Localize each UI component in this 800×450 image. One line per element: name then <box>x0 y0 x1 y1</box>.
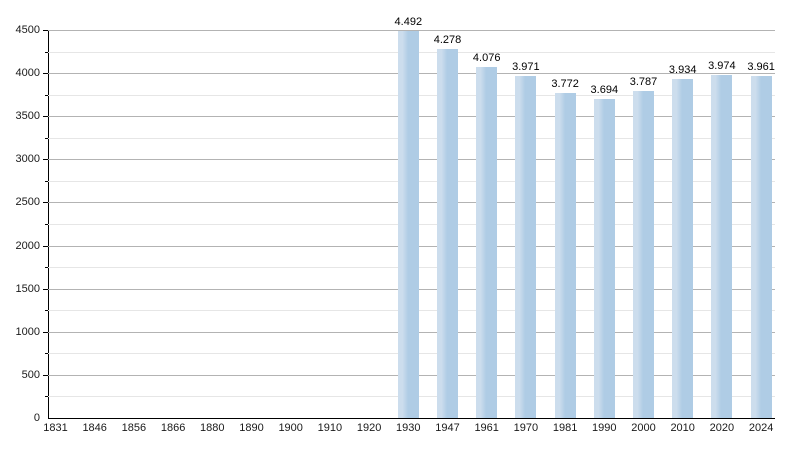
bar-value-label: 4.492 <box>394 16 423 28</box>
y-axis-tick <box>43 73 48 74</box>
y-axis-tick-label: 3500 <box>15 110 40 122</box>
y-axis-tick <box>45 310 48 311</box>
bar-2020 <box>711 75 733 418</box>
x-axis-tick-label: 1880 <box>200 422 225 434</box>
y-axis-tick-label: 2000 <box>15 240 40 252</box>
bar-1961 <box>476 67 498 418</box>
bar-2024 <box>750 76 772 418</box>
x-axis-tick-label: 2000 <box>631 422 656 434</box>
bar-1947 <box>437 49 458 418</box>
bar-value-label: 3.961 <box>747 61 775 73</box>
x-axis-tick-label: 1961 <box>474 422 499 434</box>
bar-value-label: 3.974 <box>708 60 736 72</box>
bar-1990 <box>593 99 615 418</box>
y-axis-tick <box>45 181 48 182</box>
bar-1930 <box>397 31 419 418</box>
x-axis-tick-label: 1856 <box>121 422 147 434</box>
y-axis-tick <box>45 95 48 96</box>
x-axis-tick-label: 1930 <box>396 422 421 434</box>
x-axis-tick-label: 1970 <box>513 422 539 434</box>
y-axis-tick <box>45 353 48 354</box>
y-axis-tick-label: 4000 <box>15 67 40 79</box>
gridline-major <box>48 30 775 31</box>
x-axis-tick-label: 2020 <box>709 422 735 434</box>
y-axis-tick <box>45 52 48 53</box>
x-axis-tick-label: 1981 <box>552 422 578 434</box>
bar-2000 <box>633 91 654 418</box>
bar-value-label: 4.076 <box>472 52 501 64</box>
bar-value-label: 3.694 <box>590 84 619 96</box>
y-axis-tick <box>45 224 48 225</box>
y-axis-tick-label: 2500 <box>15 196 40 208</box>
y-axis-tick-label: 3000 <box>15 153 40 165</box>
x-axis-tick-label: 1846 <box>82 422 107 434</box>
bar-value-label: 3.772 <box>551 78 579 90</box>
bar-1981 <box>554 93 576 418</box>
y-axis-tick-label: 1500 <box>15 283 40 295</box>
y-axis-tick <box>43 246 48 247</box>
x-axis-tick-label: 1866 <box>160 422 186 434</box>
plot-area: 0 500 1000 1500 2000 2500 3000 3500 4000 4500 1831… <box>16 16 775 434</box>
y-axis-tick <box>43 116 48 117</box>
x-axis-tick-label: 1990 <box>592 422 617 434</box>
x-axis-tick-label: 2024 <box>748 422 774 434</box>
x-axis-tick-label: 1890 <box>239 422 264 434</box>
bar-1970 <box>515 76 537 418</box>
x-axis-line <box>48 418 775 419</box>
y-axis-tick <box>45 267 48 268</box>
x-axis-tick-label: 1831 <box>43 422 68 434</box>
x-axis-tick-label: 2010 <box>670 422 695 434</box>
y-axis-tick <box>43 30 48 31</box>
y-axis-tick <box>43 202 48 203</box>
x-axis-tick-label: 1920 <box>356 422 382 434</box>
x-axis-tick-label: 1900 <box>278 422 303 434</box>
y-axis-tick-label: 0 <box>33 412 40 424</box>
bar-value-label: 3.971 <box>512 61 540 73</box>
x-axis-tick-label: 1947 <box>435 422 460 434</box>
y-axis-tick-label: 1000 <box>15 326 40 338</box>
y-axis-tick <box>43 289 48 290</box>
y-axis-tick-label: 4500 <box>15 24 40 36</box>
y-axis-tick <box>43 375 48 376</box>
y-axis-tick-label: 500 <box>21 369 40 381</box>
y-axis-tick <box>43 159 48 160</box>
bar-value-label: 4.278 <box>433 34 462 46</box>
x-axis-tick-label: 1910 <box>317 422 343 434</box>
bar-value-label: 3.787 <box>629 76 658 88</box>
bar-2010 <box>672 79 694 418</box>
y-axis-tick <box>45 138 48 139</box>
y-axis-tick <box>45 396 48 397</box>
y-axis-tick <box>43 332 48 333</box>
bar-value-label: 3.934 <box>668 64 697 76</box>
